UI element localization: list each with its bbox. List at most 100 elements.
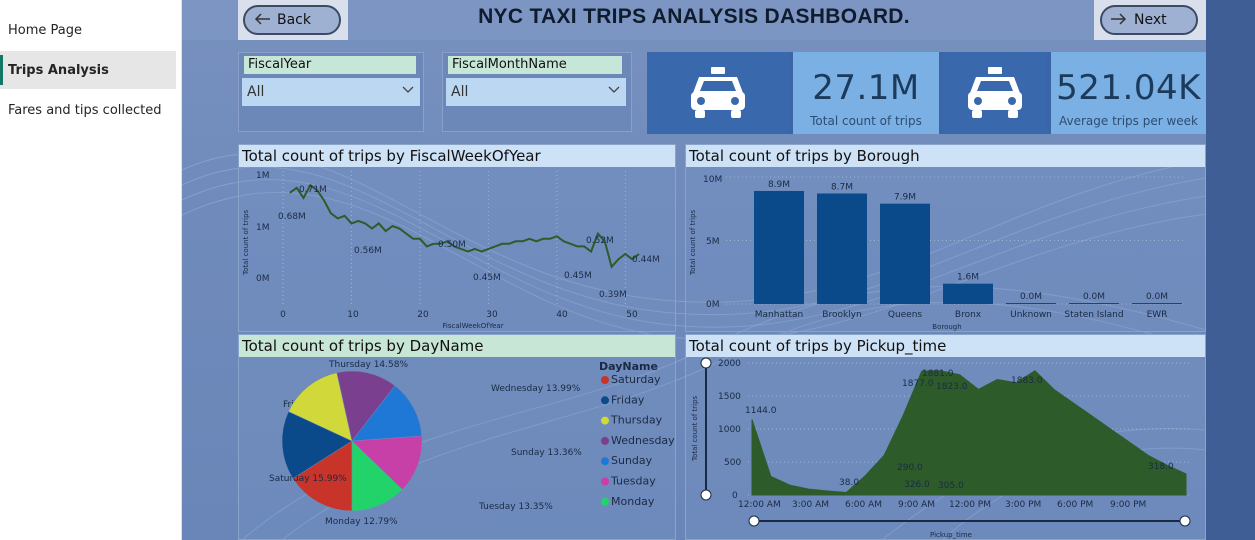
y-tick-label: 1000 [718,425,741,435]
nav-item-fares-and-tips[interactable]: Fares and tips collected [8,102,162,118]
back-button[interactable]: Back [243,5,341,35]
nav-item-home-page[interactable]: Home Page [8,22,82,38]
y-axis-title: Total count of trips [689,209,697,276]
bar-value-label: 7.9M [894,193,916,203]
legend-marker [601,436,609,445]
legend-marker [601,497,609,506]
chevron-down-icon [402,86,414,93]
x-tick-label: 10 [347,310,359,320]
y-tick-label: 1500 [718,392,741,402]
next-button[interactable]: Next [1100,5,1198,35]
dayname-pie-chart: Saturday 15.99%Friday 15.94%Thursday 14.… [269,360,675,527]
y-tick-label: 0 [732,491,738,501]
back-button-frame: Back [238,0,348,40]
week-line-chart-panel[interactable]: Total count of trips by FiscalWeekOfYear… [238,144,676,332]
x-axis-title: Borough [932,323,961,331]
legend-item-friday[interactable]: Friday [611,393,645,406]
x-tick-label: 9:00 PM [1110,500,1146,510]
legend-item-monday[interactable]: Monday [611,495,655,508]
y-tick-label: 0M [706,300,720,310]
data-label: 0.71M [299,185,327,195]
legend-item-tuesday[interactable]: Tuesday [610,475,656,488]
x-tick-label: Manhattan [755,310,803,320]
x-zoom-slider-handle-left[interactable] [748,515,760,527]
kpi-label-total-trips: Total count of trips [810,114,922,128]
bar-manhattan[interactable] [754,190,804,304]
x-tick-label: 12:00 PM [949,500,991,510]
kpi-card-average-trips: 521.04K Average trips per week [1051,52,1206,134]
x-tick-label: 40 [556,310,568,320]
legend-item-wednesday[interactable]: Wednesday [611,434,675,447]
next-button-frame: Next [1094,0,1206,40]
x-tick-label: 6:00 AM [845,500,882,510]
data-label: 0.56M [354,246,382,256]
nav-item-trips-analysis[interactable]: Trips Analysis [0,51,176,89]
data-label: 1144.0 [745,406,777,416]
bar-unknown[interactable] [1006,303,1056,304]
bar-staten-island[interactable] [1069,303,1119,304]
x-tick-label: Brooklyn [822,310,861,320]
pie-slice-wednesday[interactable] [336,370,396,442]
legend-item-thursday[interactable]: Thursday [610,414,663,427]
arrow-left-icon [253,10,271,31]
chevron-down-icon [608,86,620,93]
x-tick-label: 9:00 AM [898,500,935,510]
pickup-time-area-chart-panel[interactable]: Total count of trips by Pickup_time 2000… [685,334,1206,540]
borough-bar-chart-panel[interactable]: Total count of trips by Borough 10M 5M 0… [685,144,1206,332]
pie-slice-tuesday[interactable] [351,435,423,490]
fiscal-month-value: All [451,84,469,100]
data-label: 1823.0 [936,382,968,392]
x-tick-label: Queens [888,310,923,320]
x-tick-label: 12:00 AM [738,500,781,510]
bar-bronx[interactable] [943,283,993,304]
dayname-pie-chart-panel[interactable]: Total count of trips by DayName Saturday… [238,334,676,540]
pickup-time-area-chart: 2000 1500 1000 500 0 Total count of trip… [691,357,1191,539]
kpi-bar: 27.1M Total count of trips [647,52,1206,134]
legend-marker [601,416,609,425]
y-tick-label: 10M [703,175,722,185]
kpi-label-average-trips: Average trips per week [1058,114,1199,128]
y-tick-label: 1M [256,171,270,181]
x-zoom-slider-handle-right[interactable] [1179,515,1191,527]
data-label: 0.39M [599,290,627,300]
bar-ewr[interactable] [1132,303,1182,304]
legend-marker [601,457,609,466]
bar-queens[interactable] [880,203,930,304]
data-label: 0.45M [564,271,592,281]
data-label: 0.68M [278,212,306,222]
pie-slice-monday[interactable] [351,440,403,512]
borough-chart-title: Total count of trips by Borough [686,145,1205,167]
slice-label: Wednesday 13.99% [491,384,581,394]
borough-bar-chart: 10M 5M 0M Total count of trips Borough 8… [689,175,1186,331]
legend-item-saturday[interactable]: Saturday [611,373,661,386]
fiscal-month-dropdown[interactable]: All [446,78,626,106]
bar-brooklyn[interactable] [817,193,867,304]
back-button-label: Back [277,12,311,28]
taxi-icon [943,52,1047,134]
fiscal-month-slicer: FiscalMonthName All [442,52,632,132]
pie-slice-friday[interactable] [281,411,353,479]
x-tick-label: Bronx [955,310,982,320]
data-label: 1881.0 [922,369,954,379]
pie-slice-thursday[interactable] [288,372,353,442]
bar-value-label: 0.0M [1083,292,1105,302]
legend-item-sunday[interactable]: Sunday [611,454,653,467]
pie-slice-saturday[interactable] [292,440,353,512]
y-zoom-slider-handle-top[interactable] [700,357,712,369]
week-line-chart: 1M 1M 0M Total count of trips 0 10 20 30… [242,171,660,330]
fiscal-year-value: All [247,84,265,100]
y-zoom-slider-handle-bottom[interactable] [700,489,712,501]
slice-label: Tuesday 13.35% [478,502,553,512]
x-tick-label: EWR [1147,310,1168,320]
data-label: 326.0 [904,480,930,490]
canvas-right-margin [1206,0,1255,540]
area-series [751,370,1187,496]
pie-slice-sunday[interactable] [351,385,423,442]
kpi-card-total-trips: 27.1M Total count of trips [793,52,939,134]
data-label: 318.0 [1148,462,1174,472]
bar-value-label: 1.6M [957,273,979,283]
fiscal-year-dropdown[interactable]: All [242,78,420,106]
bar-value-label: 0.0M [1020,292,1042,302]
slicer-label-fiscal-year: FiscalYear [244,56,416,74]
